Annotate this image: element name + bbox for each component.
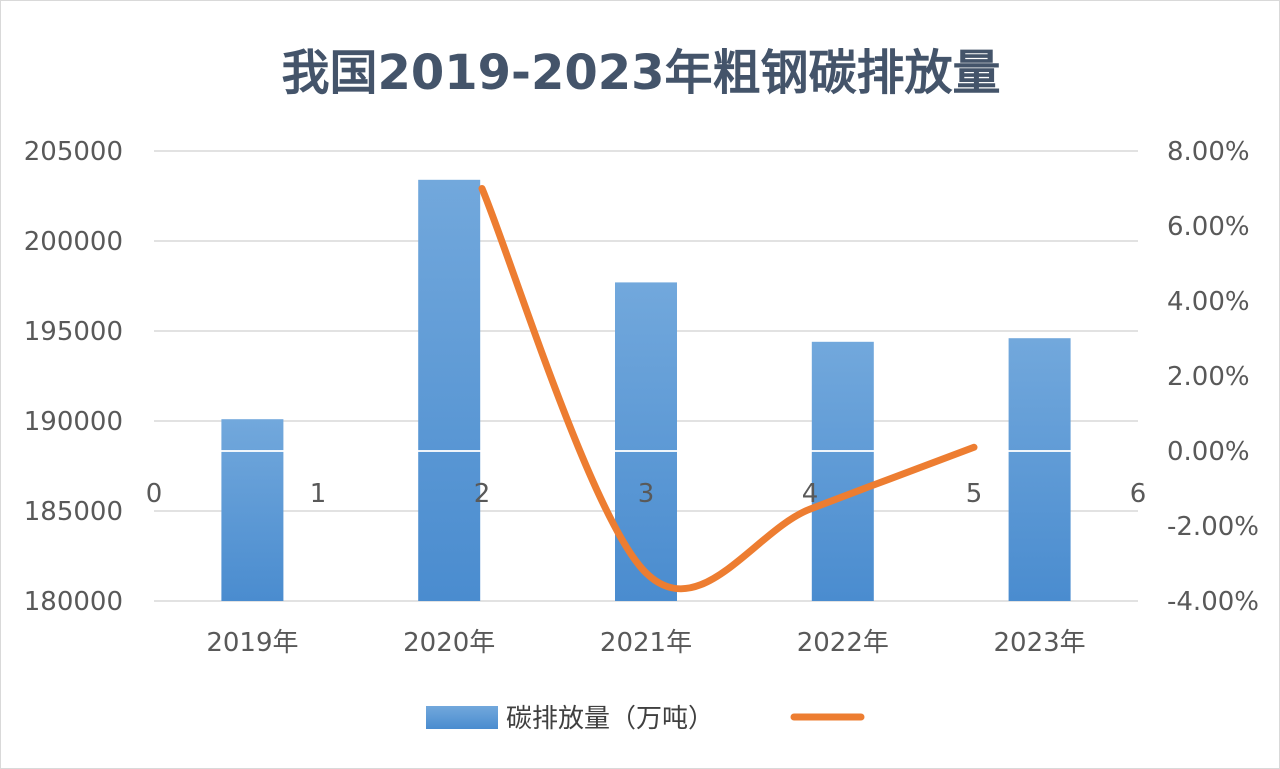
left-tick-label: 185000 xyxy=(24,497,123,527)
bar xyxy=(418,179,481,602)
bar xyxy=(221,419,284,601)
left-tick-label: 205000 xyxy=(24,137,123,167)
secondary-x-tick-label: 4 xyxy=(802,479,819,509)
bar xyxy=(811,341,874,601)
right-tick-label: -4.00% xyxy=(1167,587,1259,617)
right-tick-label: 6.00% xyxy=(1167,212,1250,242)
category-tick-label: 2022年 xyxy=(797,628,889,658)
legend-swatch-bar xyxy=(426,706,498,729)
left-tick-label: 195000 xyxy=(24,317,123,347)
right-tick-label: 4.00% xyxy=(1167,287,1250,317)
right-axis-ticks: 8.00% 6.00% 4.00% 2.00% 0.00% -2.00% -4.00% xyxy=(1167,137,1259,617)
secondary-x-axis-ticks: 0 1 2 3 4 5 6 xyxy=(146,479,1147,509)
legend: 碳排放量（万吨） xyxy=(426,704,865,734)
secondary-x-tick-label: 5 xyxy=(966,479,983,509)
right-tick-label: -2.00% xyxy=(1167,512,1259,542)
bar xyxy=(1008,338,1071,601)
left-tick-label: 200000 xyxy=(24,227,123,257)
left-tick-label: 180000 xyxy=(24,587,123,617)
right-tick-label: 2.00% xyxy=(1167,362,1250,392)
line-series xyxy=(478,185,978,593)
secondary-x-tick-label: 1 xyxy=(310,479,327,509)
x-axis-category-ticks: 2019年 2020年 2021年 2022年 2023年 xyxy=(206,628,1085,658)
left-tick-label: 190000 xyxy=(24,407,123,437)
secondary-x-tick-label: 0 xyxy=(146,479,163,509)
right-tick-label: 8.00% xyxy=(1167,137,1250,167)
secondary-x-tick-label: 3 xyxy=(638,479,655,509)
bar xyxy=(615,282,677,601)
bar-series xyxy=(154,179,1138,602)
left-axis-ticks: 205000 200000 195000 190000 185000 180000 xyxy=(24,137,123,617)
secondary-x-tick-label: 6 xyxy=(1130,479,1147,509)
secondary-x-tick-label: 2 xyxy=(474,479,491,509)
category-tick-label: 2020年 xyxy=(403,628,495,658)
category-tick-label: 2023年 xyxy=(994,628,1086,658)
category-tick-label: 2019年 xyxy=(206,628,298,658)
right-tick-label: 0.00% xyxy=(1167,437,1250,467)
chart-title: 我国2019-2023年粗钢碳排放量 xyxy=(281,45,1000,101)
line-path xyxy=(478,185,978,593)
category-tick-label: 2021年 xyxy=(600,628,692,658)
legend-label-bar: 碳排放量（万吨） xyxy=(506,704,714,734)
